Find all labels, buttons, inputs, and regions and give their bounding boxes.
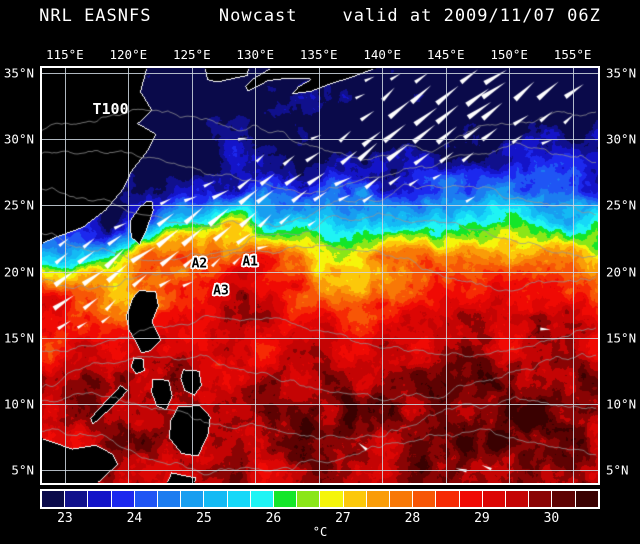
map-label-a3: A3 [213, 283, 229, 299]
longitude-tick-155: 155°E [553, 47, 592, 62]
colorbar-swatch-10 [274, 491, 298, 507]
colorbar-swatch-3 [111, 491, 135, 507]
colorbar-swatch-21 [529, 491, 553, 507]
colorbar-swatch-4 [134, 491, 159, 507]
map-panel[interactable]: T100 A2 A1 A3 [40, 66, 600, 485]
longitude-tick-130: 130°E [236, 47, 275, 62]
gridline-lat-35 [42, 73, 598, 75]
longitude-tick-150: 150°E [490, 47, 528, 62]
colorbar-swatch-14 [366, 491, 391, 507]
colorbar-swatch-15 [390, 491, 414, 507]
colorbar[interactable] [40, 489, 600, 509]
colorbar-swatch-1 [65, 491, 89, 507]
map-label-t100: T100 [92, 99, 129, 118]
colorbar-swatch-6 [181, 491, 205, 507]
colorbar-swatch-17 [436, 491, 460, 507]
colorbar-tick-27: 27 [335, 511, 351, 526]
longitude-tick-145: 145°E [426, 47, 465, 62]
colorbar-tick-29: 29 [474, 511, 490, 526]
gridline-lat-10 [42, 403, 598, 405]
latitude-tick-right-35: 35°N [606, 65, 637, 81]
latitude-tick-left-30: 30°N [3, 131, 34, 147]
latitude-tick-right-30: 30°N [606, 131, 637, 147]
colorbar-swatch-7 [204, 491, 228, 507]
map-label-a1: A1 [242, 254, 258, 270]
colorbar-tick-25: 25 [196, 511, 212, 526]
gridline-lat-25 [42, 205, 598, 207]
map-label-a2: A2 [191, 256, 208, 272]
colorbar-swatch-18 [459, 491, 483, 507]
colorbar-swatch-12 [320, 491, 344, 507]
colorbar-swatch-9 [250, 491, 275, 507]
gridline-lon-130 [255, 68, 257, 483]
figure-title: NRL EASNFS Nowcast valid at 2009/11/07 0… [39, 6, 601, 26]
longitude-tick-115: 115°E [46, 47, 84, 62]
latitude-tick-left-20: 20°N [3, 264, 34, 280]
latitude-tick-left-25: 25°N [3, 197, 34, 213]
colorbar-swatch-13 [343, 491, 367, 507]
colorbar-swatch-0 [42, 491, 66, 507]
longitude-tick-120: 120°E [109, 47, 148, 62]
gridline-lon-150 [509, 68, 511, 483]
latitude-tick-right-15: 15°N [606, 330, 637, 346]
latitude-tick-left-10: 10°N [3, 396, 34, 412]
gridline-lon-140 [382, 68, 384, 483]
latitude-tick-left-35: 35°N [3, 65, 34, 81]
latitude-tick-left-5: 5°N [11, 462, 34, 478]
gridline-lon-145 [445, 68, 447, 483]
gridline-lon-135 [318, 68, 320, 483]
latitude-tick-left-15: 15°N [3, 330, 34, 346]
colorbar-tick-23: 23 [57, 511, 73, 526]
colorbar-swatch-5 [158, 491, 182, 507]
longitude-tick-135: 135°E [299, 47, 338, 62]
colorbar-tick-24: 24 [126, 511, 143, 526]
colorbar-swatch-23 [575, 491, 598, 507]
latitude-tick-right-5: 5°N [606, 462, 629, 478]
latitude-tick-right-20: 20°N [606, 264, 637, 280]
gridline-lon-125 [191, 68, 193, 483]
colorbar-unit-label: °C [312, 525, 328, 539]
gridline-lat-30 [42, 139, 598, 141]
gridline-lat-15 [42, 337, 598, 339]
colorbar-swatch-20 [506, 491, 530, 507]
latitude-tick-right-10: 10°N [606, 396, 637, 412]
colorbar-swatch-11 [297, 491, 321, 507]
sst-field-canvas [42, 68, 598, 483]
gridline-lat-5 [42, 469, 598, 471]
colorbar-tick-26: 26 [265, 511, 282, 526]
longitude-tick-125: 125°E [172, 47, 211, 62]
longitude-tick-140: 140°E [363, 47, 402, 62]
colorbar-tick-30: 30 [543, 511, 560, 526]
colorbar-swatch-22 [552, 491, 576, 507]
colorbar-swatch-2 [88, 491, 112, 507]
gridline-lon-155 [572, 68, 574, 483]
colorbar-tick-28: 28 [404, 511, 421, 526]
gridline-lon-120 [128, 68, 130, 483]
colorbar-swatch-16 [413, 491, 437, 507]
latitude-tick-right-25: 25°N [606, 197, 637, 213]
gridline-lat-20 [42, 271, 598, 273]
gridline-lon-115 [64, 68, 66, 483]
colorbar-swatch-8 [227, 491, 251, 507]
colorbar-swatch-19 [482, 491, 507, 507]
